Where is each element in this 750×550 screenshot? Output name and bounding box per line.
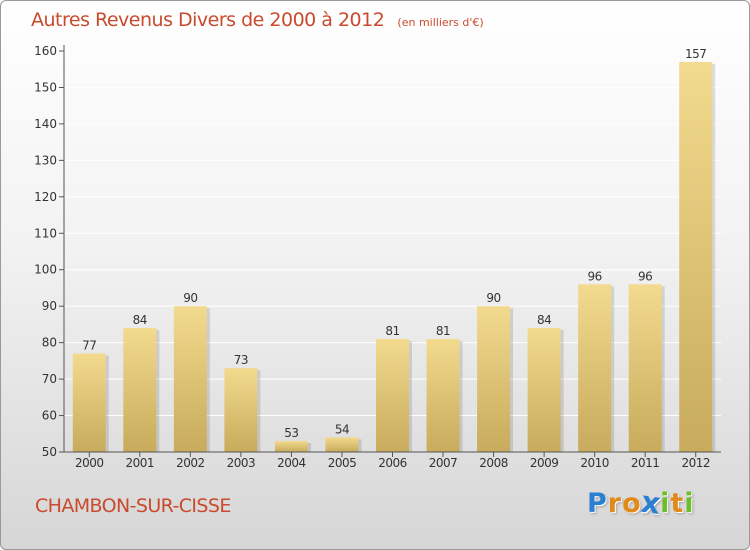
y-tick-label: 150 (34, 80, 57, 94)
bar-value-label: 73 (234, 353, 248, 367)
labels: 50 60 70 80 90 100 110 120 130 140 150 160 77 2000 84 2… (34, 44, 710, 470)
x-tick-label: 2011 (631, 456, 660, 470)
bar (477, 306, 511, 452)
bar-value-label: 53 (284, 426, 298, 440)
y-tick-label: 110 (34, 226, 57, 240)
x-tick-label: 2007 (429, 456, 458, 470)
proxiti-logo[interactable]: Proxiti (587, 485, 695, 524)
bar (578, 284, 612, 452)
bar (274, 441, 308, 452)
bar (628, 284, 662, 452)
bar (123, 328, 157, 452)
x-tick-label: 2012 (681, 456, 710, 470)
x-tick-label: 2001 (126, 456, 155, 470)
x-tick-label: 2000 (75, 456, 104, 470)
y-tick-label: 160 (34, 44, 57, 58)
logo-letter: P (587, 488, 608, 519)
bar-value-label: 81 (385, 324, 399, 338)
axes (59, 45, 721, 457)
y-tick-label: 130 (34, 153, 57, 167)
bar-value-label: 90 (486, 291, 500, 305)
y-tick-label: 60 (42, 409, 57, 423)
y-tick-label: 120 (34, 190, 57, 204)
x-tick-label: 2008 (479, 456, 508, 470)
y-tick-label: 100 (34, 263, 57, 277)
x-tick-label: 2004 (277, 456, 306, 470)
x-tick-label: 2003 (227, 456, 256, 470)
bar-value-label: 77 (82, 339, 96, 353)
bar-value-label: 54 (335, 422, 349, 436)
y-tick-label: 140 (34, 117, 57, 131)
chart-title: Autres Revenus Divers de 2000 à 2012 (31, 9, 385, 31)
bar-value-label: 96 (588, 269, 602, 283)
chart-unit: (en milliers d'€) (397, 16, 484, 29)
chart-title-row: Autres Revenus Divers de 2000 à 2012 (en… (31, 9, 484, 31)
x-tick-label: 2010 (580, 456, 609, 470)
bar-value-label: 81 (436, 324, 450, 338)
bar (173, 306, 207, 452)
y-tick-label: 70 (42, 372, 57, 386)
bar-value-label: 96 (638, 269, 652, 283)
bar (224, 368, 258, 452)
y-tick-label: 90 (42, 299, 57, 313)
y-tick-label: 80 (42, 336, 57, 350)
bar (376, 338, 409, 452)
bar (527, 328, 561, 452)
bar-value-label: 157 (685, 47, 706, 61)
bar-value-label: 84 (537, 313, 551, 327)
bar (72, 353, 106, 452)
x-tick-label: 2009 (530, 456, 559, 470)
logo-letter: i (660, 488, 671, 519)
grid-lines (64, 50, 721, 417)
bar (426, 338, 460, 452)
x-tick-label: 2005 (328, 456, 357, 470)
logo-letter: x (638, 485, 664, 522)
logo-letter: t (670, 488, 685, 519)
bar-value-label: 90 (183, 291, 197, 305)
x-tick-label: 2006 (378, 456, 407, 470)
commune-name: CHAMBON-SUR-CISSE (35, 495, 231, 517)
logo-letter: o (622, 488, 642, 519)
bar (679, 61, 713, 452)
logo-letter: r (607, 488, 623, 519)
bar (325, 437, 359, 452)
y-tick-label: 50 (42, 445, 57, 459)
logo-letter: i (684, 488, 695, 519)
bar-value-label: 84 (133, 313, 147, 327)
x-tick-label: 2002 (176, 456, 205, 470)
bars (72, 61, 716, 452)
